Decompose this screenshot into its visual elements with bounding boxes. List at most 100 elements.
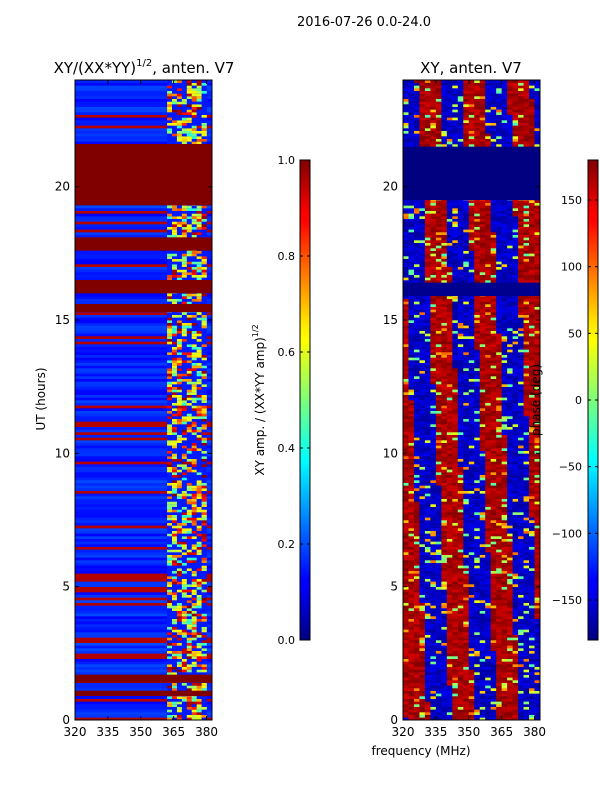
heatmap-cell (408, 528, 415, 531)
heatmap-cell (529, 445, 535, 449)
heatmap-cell (468, 541, 475, 545)
heatmap-cell (167, 496, 173, 499)
heatmap-cell (485, 632, 491, 635)
heatmap-cell (196, 392, 202, 395)
heatmap-cell (424, 501, 431, 505)
heatmap-cell (167, 517, 173, 521)
heatmap-cell (463, 584, 470, 587)
heatmap-cell (413, 624, 420, 627)
heatmap-cell (186, 504, 193, 507)
heatmap-cell (181, 493, 188, 497)
heatmap-cell (176, 544, 183, 547)
heatmap-cell (490, 690, 497, 694)
heatmap-cell (176, 717, 183, 720)
heatmap-cell (181, 562, 188, 566)
heatmap-cell (529, 538, 535, 542)
heatmap-cell (463, 706, 470, 710)
heatmap-cell (474, 530, 481, 534)
heatmap-cell (468, 536, 475, 539)
heatmap-cell (523, 592, 530, 595)
heatmap-cell (186, 629, 193, 633)
heatmap-cell (529, 602, 535, 606)
heatmap-cell (430, 514, 437, 518)
heatmap-cell (485, 477, 491, 481)
heatmap-cell (201, 93, 207, 97)
heatmap-cell (186, 325, 193, 329)
heatmap-cell (507, 496, 513, 499)
heatmap-cell (430, 496, 437, 499)
heatmap-cell (181, 218, 188, 222)
heatmap-cell (463, 645, 470, 649)
heatmap-cell (181, 658, 188, 662)
heatmap-cell (512, 680, 519, 683)
heatmap-cell (196, 640, 202, 643)
heatmap-row (75, 461, 212, 465)
heatmap-cell (507, 688, 513, 691)
heatmap-cell (523, 429, 530, 433)
heatmap-cell (523, 698, 530, 702)
heatmap-cell (191, 704, 197, 707)
heatmap-cell (468, 520, 475, 523)
heatmap-cell (176, 552, 183, 555)
heatmap-cell (191, 560, 197, 563)
heatmap-cell (485, 429, 491, 433)
heatmap-cell (485, 586, 491, 590)
heatmap-row (75, 394, 212, 398)
heatmap-cell (518, 618, 524, 622)
heatmap-cell (408, 490, 415, 494)
heatmap-cell (479, 626, 486, 630)
heatmap-cell (196, 458, 202, 462)
heatmap-cell (419, 701, 426, 705)
heatmap-cell (523, 493, 530, 497)
heatmap-cell (419, 570, 426, 574)
heatmap-cell (171, 80, 178, 83)
heatmap-cell (201, 493, 207, 497)
heatmap-cell (529, 504, 535, 507)
heatmap-cell (452, 658, 459, 662)
heatmap-cell (479, 488, 486, 491)
heatmap-cell (518, 512, 524, 515)
heatmap-cell (457, 488, 464, 491)
heatmap-cell (181, 461, 188, 465)
heatmap-cell (181, 549, 188, 553)
heatmap-cell (196, 474, 202, 478)
heatmap-cell (518, 605, 524, 609)
heatmap-cell (191, 552, 197, 555)
heatmap-cell (490, 538, 497, 542)
heatmap-cell (176, 112, 183, 115)
heatmap-cell (181, 426, 188, 430)
heatmap-cell (403, 440, 409, 443)
heatmap-cell (479, 698, 486, 702)
heatmap-cell (424, 544, 431, 547)
heatmap-cell (167, 650, 173, 654)
heatmap-cell (201, 389, 207, 393)
heatmap-cell (171, 485, 178, 489)
heatmap-cell (446, 440, 453, 443)
heatmap-cell (196, 573, 202, 577)
heatmap-cell (201, 461, 207, 465)
heatmap-cell (457, 501, 464, 505)
heatmap-cell (181, 621, 188, 625)
heatmap-cell (534, 538, 540, 542)
heatmap-cell (167, 688, 173, 691)
heatmap-cell (441, 512, 448, 515)
heatmap-cell (452, 440, 459, 443)
heatmap-cell (408, 570, 415, 574)
heatmap-cell (457, 498, 464, 502)
heatmap-cell (452, 496, 459, 499)
heatmap-row (75, 536, 212, 539)
heatmap-cell (171, 586, 178, 590)
heatmap-cell (490, 450, 497, 454)
heatmap-cell (171, 584, 178, 587)
heatmap-cell (171, 298, 178, 302)
heatmap-cell (452, 530, 459, 534)
heatmap-cell (171, 474, 178, 478)
heatmap-cell (534, 584, 540, 587)
heatmap-cell (457, 650, 464, 654)
heatmap-cell (490, 498, 497, 502)
heatmap-cell (191, 357, 197, 361)
heatmap-cell (430, 472, 437, 475)
heatmap-cell (171, 666, 178, 670)
heatmap-cell (452, 661, 459, 665)
heatmap-cell (490, 442, 497, 446)
